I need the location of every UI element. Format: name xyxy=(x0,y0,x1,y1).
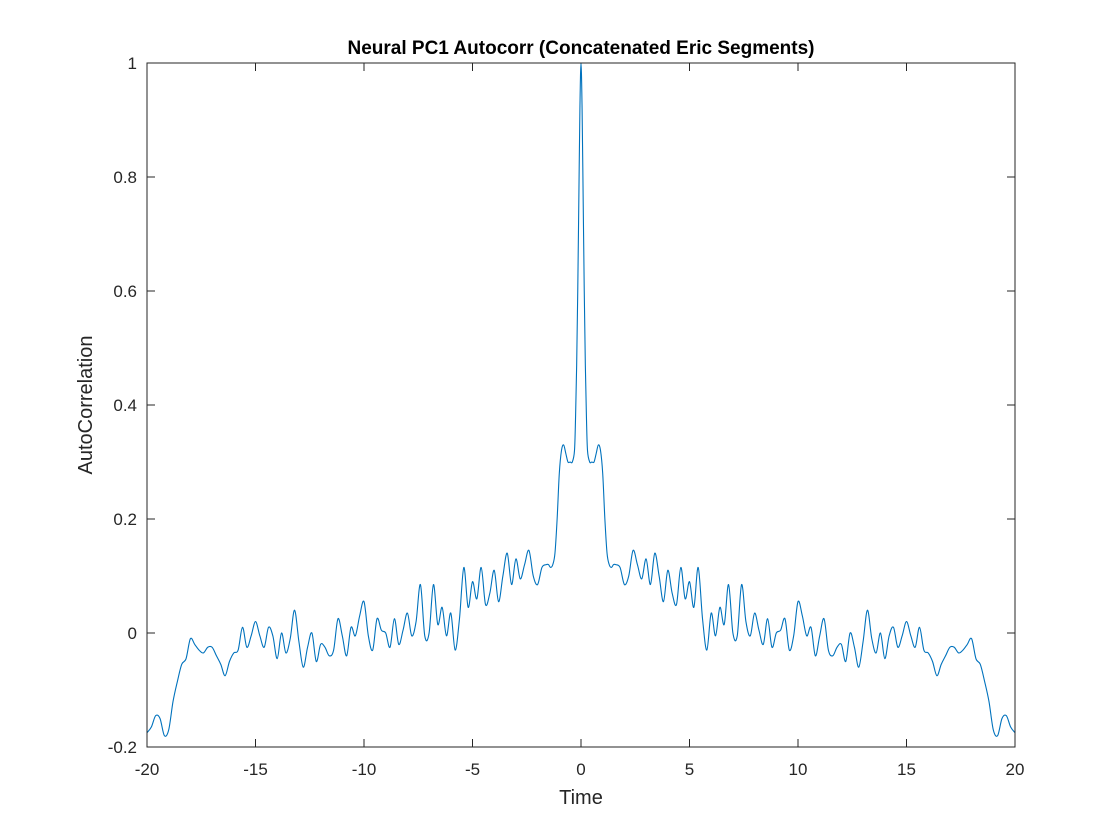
x-tick-label-0: -20 xyxy=(135,760,160,779)
y-tick-label-3: 0.4 xyxy=(113,396,137,415)
x-axis-label: Time xyxy=(559,787,603,809)
x-tick-label-3: -5 xyxy=(465,760,480,779)
y-tick-label-5: 0.8 xyxy=(113,168,137,187)
x-tick-label-1: -15 xyxy=(243,760,268,779)
x-tick-label-6: 10 xyxy=(789,760,808,779)
x-tick-label-8: 20 xyxy=(1006,760,1025,779)
x-tick-label-5: 5 xyxy=(685,760,694,779)
x-tick-label-4: 0 xyxy=(576,760,585,779)
chart-title: Neural PC1 Autocorr (Concatenated Eric S… xyxy=(347,38,814,59)
plot-area xyxy=(147,63,1015,747)
plot-frame xyxy=(146,62,1016,748)
y-tick-labels: -0.2 0 0.2 0.4 0.6 0.8 1 xyxy=(108,54,137,757)
y-tick-label-4: 0.6 xyxy=(113,282,137,301)
y-axis-label: AutoCorrelation xyxy=(75,336,97,475)
x-tick-label-2: -10 xyxy=(352,760,377,779)
x-tick-label-7: 15 xyxy=(897,760,916,779)
y-tick-label-0: -0.2 xyxy=(108,738,137,757)
y-tick-label-2: 0.2 xyxy=(113,510,137,529)
x-tick-labels: -20 -15 -10 -5 0 5 10 15 20 xyxy=(135,760,1025,779)
y-tick-label-1: 0 xyxy=(128,624,137,643)
y-tick-label-6: 1 xyxy=(128,54,137,73)
